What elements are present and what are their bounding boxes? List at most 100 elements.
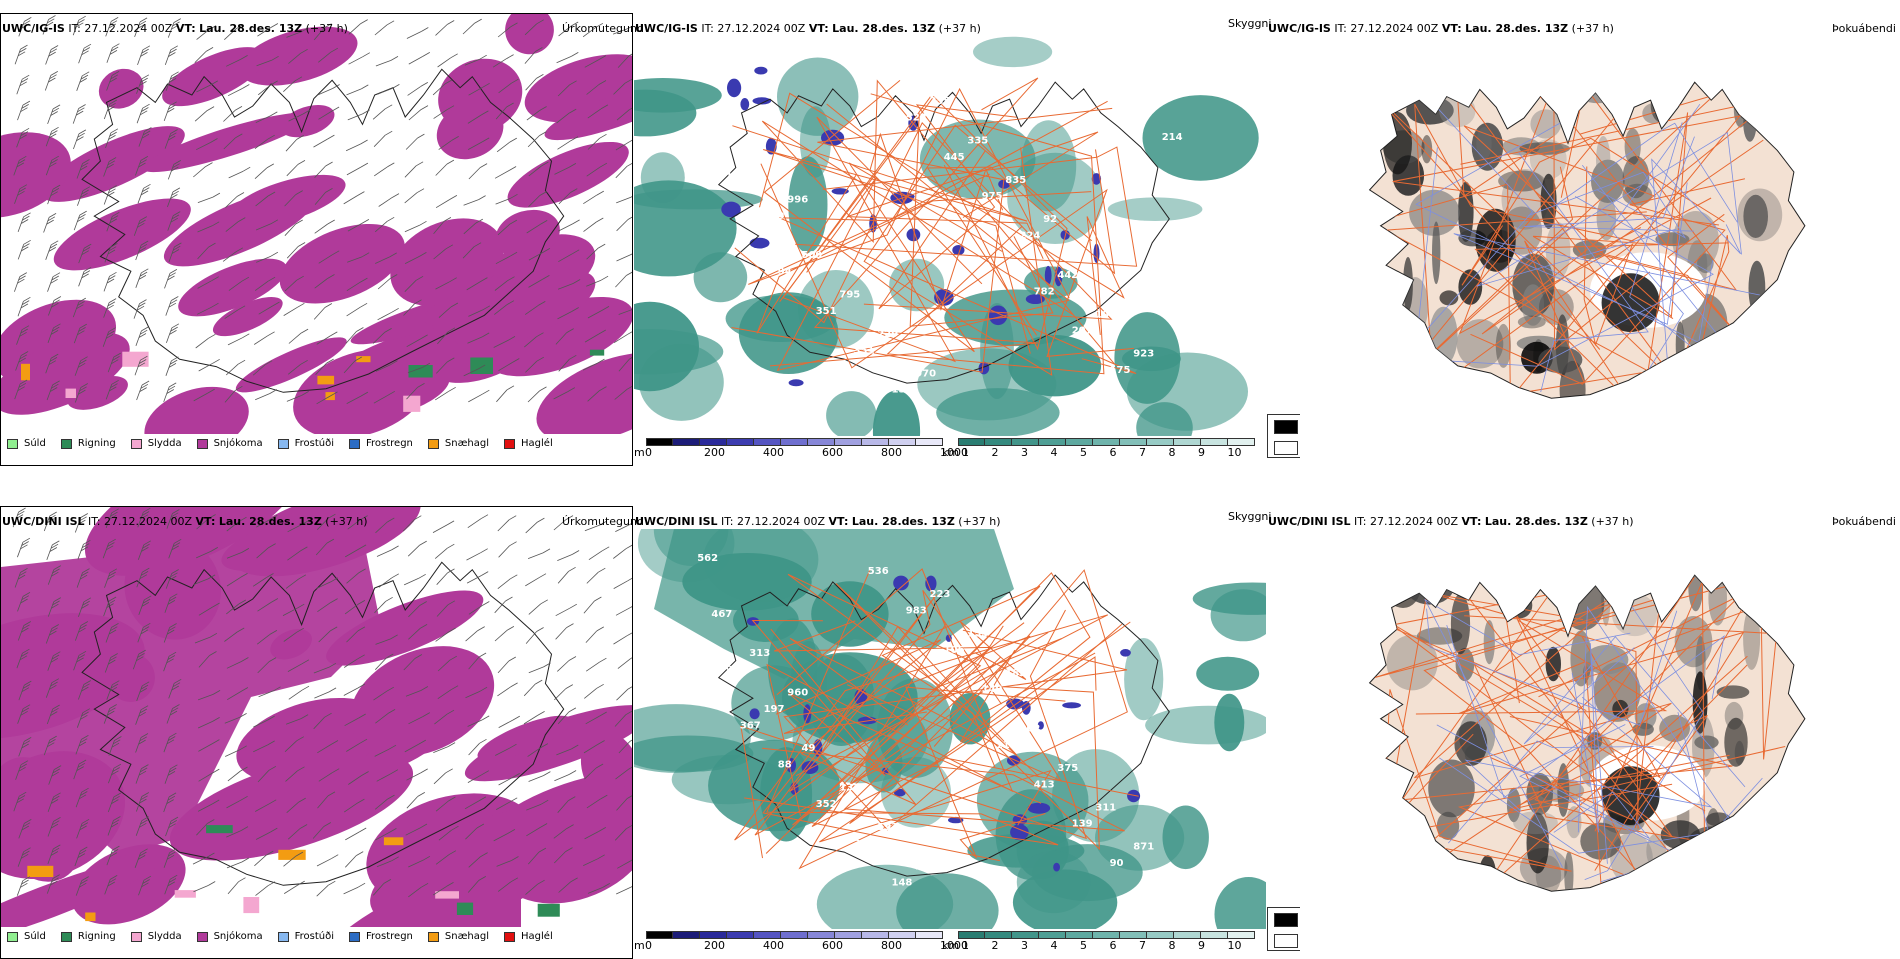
legend-swatch (130, 438, 142, 449)
visibility-value: 207 (854, 838, 875, 849)
precip-speck (243, 897, 260, 914)
colorbar-unit: km (942, 939, 960, 952)
legend-item: Rigning (60, 438, 116, 449)
snow-area (163, 187, 316, 267)
init-label: IT: (1354, 515, 1367, 528)
very-low-visibility (945, 634, 952, 642)
visibility-value: 975 (982, 191, 1003, 202)
legend-label: Slydda (147, 931, 182, 942)
panel-header: UWC/IG-IS IT: 27.12.2024 00Z VT: Lau. 28… (2, 22, 348, 35)
panel-header: UWC/DINI ISL IT: 27.12.2024 00Z VT: Lau.… (1268, 515, 1634, 528)
panel-header: UWC/DINI ISL IT: 27.12.2024 00Z VT: Lau.… (2, 515, 368, 528)
colorbar-tick: 2 (991, 446, 999, 459)
colorbar-m (646, 931, 943, 939)
legend-label: Snæhagl (444, 931, 490, 942)
snow-area (493, 781, 632, 904)
legend-label: Snjókoma (213, 438, 263, 449)
low-visibility-area (777, 57, 859, 136)
init-time: 27.12.2024 00Z (84, 22, 173, 35)
legend-item: Haglél (504, 438, 553, 449)
very-low-visibility (978, 361, 990, 375)
precip-type-map (1, 14, 632, 434)
very-low-visibility (1091, 173, 1102, 185)
low-visibility-area (1214, 877, 1266, 929)
very-low-visibility (952, 245, 965, 256)
visibility-value: 175 (1110, 365, 1131, 376)
valid-time: Lau. 28.des. 13Z (1465, 22, 1569, 35)
init-time: 27.12.2024 00Z (717, 22, 806, 35)
visibility-value: 27 (1148, 569, 1162, 580)
visibility-value: 582 (711, 116, 732, 127)
colorbar-tick: 3 (1021, 939, 1028, 952)
visibility-value: 835 (1005, 175, 1026, 186)
snow-area (236, 697, 387, 783)
visibility-value: 871 (1133, 842, 1154, 853)
road-network (734, 568, 1139, 870)
very-low-visibility (893, 575, 909, 591)
panel-title: Skyggni (1228, 510, 1272, 523)
fog-legend-swatch (1274, 420, 1298, 434)
legend-item: Snæhagl (427, 931, 490, 942)
visibility-value: 94 (778, 267, 792, 278)
visibility-value: 90 (1110, 858, 1124, 869)
legend-label: Rigning (77, 438, 116, 449)
lead-time: (+37 h) (1571, 22, 1614, 35)
visibility-value: 148 (892, 878, 913, 889)
precip-legend: Súld Rigning Slydda Snjókoma Frostúði Frostre… (7, 931, 568, 942)
legend-swatch (60, 931, 72, 942)
visibility-value: 162 (1162, 625, 1183, 636)
low-visibility-area (1142, 95, 1259, 181)
very-low-visibility (740, 98, 750, 111)
panel-title: Þokuábendi (1832, 515, 1896, 528)
visibility-value: 795 (839, 290, 860, 301)
legend-swatch (504, 438, 516, 449)
low-visibility-area (634, 78, 722, 113)
snow-area (1, 332, 130, 415)
colorbar-tick: 1 (962, 446, 969, 459)
fog-index-panel (1300, 38, 1880, 458)
fog-max (1601, 766, 1660, 825)
precip-speck (383, 837, 404, 846)
visibility-value: 248 (915, 861, 936, 872)
precip-speck (174, 890, 196, 898)
visibility-value: 467 (711, 609, 732, 620)
precip-speck (278, 849, 306, 860)
legend-item: Rigning (60, 931, 116, 942)
snow-area (239, 26, 358, 86)
visibility-value: 88 (778, 760, 792, 771)
precip-speck (317, 375, 335, 385)
snow-area (536, 352, 632, 434)
valid-label: VT: (175, 22, 196, 35)
precip-speck (27, 865, 54, 877)
panel-title: Þokuábendi (1832, 22, 1896, 35)
legend-label: Frostregn (366, 931, 413, 942)
low-visibility-area (889, 258, 945, 312)
low-visibility-area (788, 156, 828, 254)
low-visibility-area (634, 735, 754, 772)
low-visibility-area (1145, 705, 1266, 745)
snow-area (390, 218, 504, 306)
visibility-panel: 242 92 970 996 923 835 229 298 195 335 795 582 442 25… (634, 36, 1266, 436)
precip-speck (356, 356, 371, 363)
snow-area (142, 112, 312, 173)
road-network (731, 77, 1138, 376)
very-low-visibility (1120, 649, 1131, 657)
model-name: UWC/IG-IS (635, 22, 698, 35)
low-visibility-area (1124, 638, 1164, 721)
visibility-value: 311 (1095, 802, 1116, 813)
init-time: 27.12.2024 00Z (1370, 515, 1459, 528)
panel-header: UWC/DINI ISL IT: 27.12.2024 00Z VT: Lau.… (635, 515, 1001, 528)
snow-area (178, 258, 287, 317)
visibility-value: 242 (697, 60, 718, 71)
snow-area (423, 288, 508, 327)
colorbar-tick: 5 (1080, 446, 1087, 459)
legend-label: Súld (24, 438, 46, 449)
visibility-value: 593 (877, 822, 898, 833)
very-low-visibility (752, 97, 772, 105)
lead-time: (+37 h) (1591, 515, 1634, 528)
precip-speck (408, 365, 433, 378)
precip-speck (537, 903, 560, 917)
snow-area (169, 752, 414, 861)
colorbar-tick: 800 (881, 446, 902, 459)
colorbar-tick: 400 (763, 939, 784, 952)
